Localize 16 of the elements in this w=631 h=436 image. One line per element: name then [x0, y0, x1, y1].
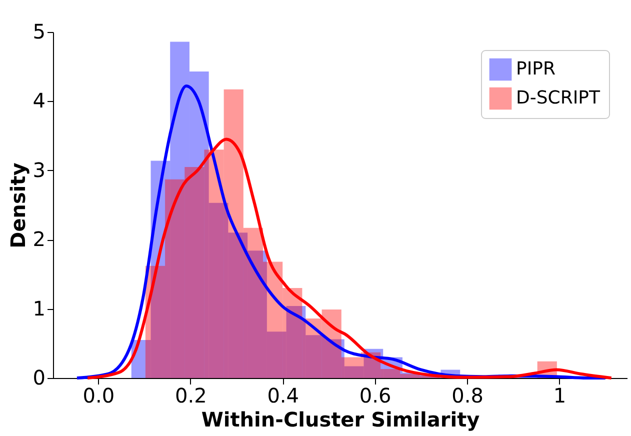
y-tick-label: 5 [32, 20, 46, 44]
x-tick-label: 0.4 [267, 384, 300, 408]
y-tick-label: 4 [32, 88, 46, 113]
y-tick-label: 0 [32, 366, 46, 390]
x-tick-label: 1 [553, 384, 566, 408]
y-tick-label: 2 [32, 227, 46, 252]
x-tick-label: 0.0 [82, 384, 115, 408]
x-tick-label: 0.8 [452, 384, 484, 408]
legend-label: D-SCRIPT [516, 88, 602, 108]
y-tick-label: 1 [32, 296, 46, 320]
x-axis-title: Within-Cluster Similarity [201, 408, 480, 432]
x-tick-label: 0.2 [174, 384, 207, 408]
legend-label: PIPR [516, 58, 556, 80]
y-tick-label: 3 [32, 158, 46, 182]
x-tick-label: 0.6 [359, 384, 392, 408]
y-axis-title: Density [6, 162, 30, 248]
